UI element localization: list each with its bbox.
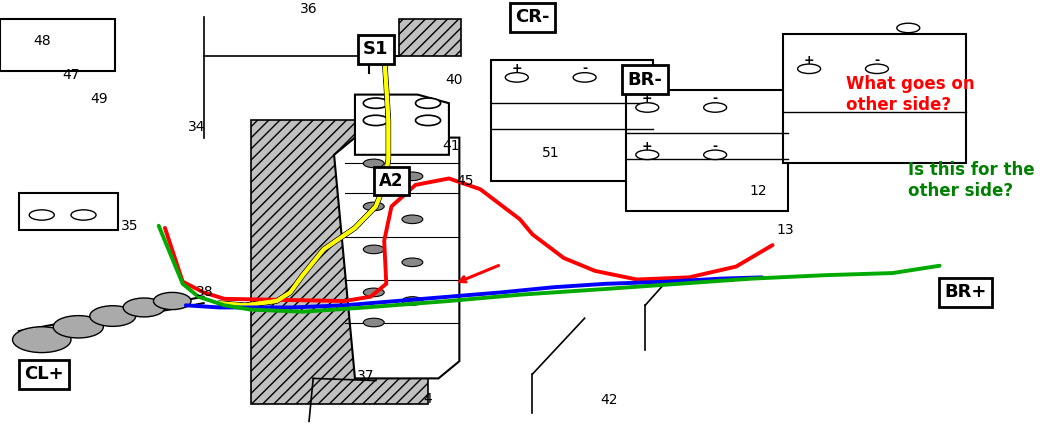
Text: 4: 4	[424, 392, 432, 406]
FancyBboxPatch shape	[783, 34, 966, 163]
Polygon shape	[334, 138, 459, 378]
Ellipse shape	[90, 306, 136, 326]
Text: +: +	[804, 54, 814, 67]
Text: Is this for the
other side?: Is this for the other side?	[908, 161, 1035, 200]
FancyBboxPatch shape	[19, 194, 118, 230]
Text: -: -	[713, 140, 717, 153]
Text: 34: 34	[188, 120, 205, 134]
Circle shape	[363, 245, 384, 254]
Text: What goes on
other side?: What goes on other side?	[846, 75, 974, 114]
Text: 49: 49	[91, 92, 108, 106]
Circle shape	[402, 215, 423, 224]
FancyBboxPatch shape	[399, 19, 461, 56]
Ellipse shape	[13, 327, 71, 353]
Circle shape	[636, 150, 659, 160]
Text: +: +	[642, 140, 652, 153]
Polygon shape	[251, 120, 438, 404]
Circle shape	[363, 98, 388, 108]
Text: A2: A2	[379, 172, 404, 190]
Text: 13: 13	[777, 223, 793, 237]
Circle shape	[363, 202, 384, 211]
Circle shape	[636, 103, 659, 112]
Text: -: -	[583, 62, 587, 75]
Circle shape	[363, 318, 384, 327]
Text: -: -	[713, 92, 717, 105]
Text: 38: 38	[196, 286, 213, 299]
Circle shape	[865, 64, 888, 74]
Text: 45: 45	[456, 174, 473, 187]
Circle shape	[416, 98, 441, 108]
Circle shape	[29, 210, 54, 220]
Text: BR+: BR+	[945, 283, 987, 301]
Circle shape	[402, 258, 423, 267]
Circle shape	[363, 288, 384, 297]
Circle shape	[505, 73, 528, 82]
Text: 41: 41	[443, 139, 459, 153]
Text: 12: 12	[750, 184, 766, 198]
Text: CR-: CR-	[515, 8, 550, 26]
Text: 47: 47	[63, 68, 79, 82]
Text: 51: 51	[543, 146, 560, 160]
Circle shape	[363, 159, 384, 168]
Text: 42: 42	[600, 393, 617, 407]
Text: -: -	[875, 54, 879, 67]
Text: +: +	[512, 62, 522, 75]
FancyBboxPatch shape	[0, 19, 115, 71]
Text: 40: 40	[446, 73, 462, 86]
Polygon shape	[355, 95, 449, 155]
Circle shape	[897, 23, 920, 33]
FancyBboxPatch shape	[491, 60, 652, 181]
Ellipse shape	[53, 316, 103, 338]
Circle shape	[402, 297, 423, 305]
Circle shape	[573, 73, 596, 82]
Circle shape	[704, 103, 727, 112]
Text: 48: 48	[33, 34, 50, 48]
Text: 37: 37	[357, 369, 374, 383]
Circle shape	[363, 115, 388, 126]
Text: 35: 35	[121, 219, 138, 233]
Text: BR-: BR-	[627, 71, 663, 89]
Text: 36: 36	[301, 2, 317, 15]
Ellipse shape	[153, 292, 191, 310]
Ellipse shape	[123, 298, 165, 317]
FancyBboxPatch shape	[626, 90, 788, 211]
Circle shape	[402, 172, 423, 181]
Circle shape	[704, 150, 727, 160]
Circle shape	[71, 210, 96, 220]
Text: +: +	[642, 92, 652, 105]
Circle shape	[416, 115, 441, 126]
Text: S1: S1	[363, 40, 388, 58]
Circle shape	[798, 64, 821, 74]
Text: CL+: CL+	[24, 365, 64, 383]
